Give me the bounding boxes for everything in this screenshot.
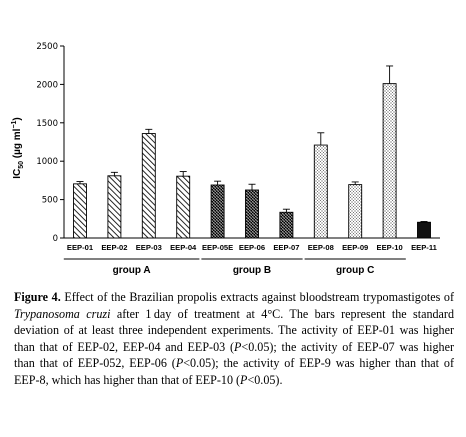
caption-p-1: P <box>234 339 242 354</box>
bars <box>73 65 431 239</box>
x-tick-label: EEP-03 <box>136 243 162 252</box>
bar <box>348 184 363 239</box>
bar <box>141 133 156 239</box>
x-tick-label: EEP-02 <box>101 243 127 252</box>
x-tick-label: EEP-08 <box>308 243 334 252</box>
caption-p-3: P <box>240 372 248 387</box>
bar <box>245 189 259 239</box>
x-tick-label: EEP-01 <box>67 243 94 252</box>
figure-caption: Figure 4. Effect of the Brazilian propol… <box>14 289 454 389</box>
bar-chart-svg: IC50 (µg ml−1) 0 500 1000 1500 2000 2500 EEP-… <box>11 42 440 276</box>
caption-text-4: <0.05); the activity of EEP-9 was higher… <box>14 356 454 387</box>
x-tick-label: EEP-09 <box>342 243 368 252</box>
group-label: group A <box>113 265 151 276</box>
y-tick-label: 2500 <box>36 42 58 52</box>
y-tick-label: 1500 <box>36 119 58 129</box>
caption-text-1: Effect of the Brazilian propolis extract… <box>60 290 455 304</box>
x-tick-label: EEP-11 <box>411 243 438 252</box>
x-tick-label: EEP-05E <box>202 243 233 252</box>
y-tick-label: 1000 <box>36 157 58 167</box>
x-tick-label: EEP-04 <box>170 243 197 252</box>
bar <box>176 175 191 239</box>
caption-species: Trypanosoma cruzi <box>14 306 111 321</box>
y-tick-label: 2000 <box>36 80 58 90</box>
bar <box>382 83 397 239</box>
y-axis-title: IC50 (µg ml−1) <box>11 117 25 179</box>
bar <box>210 184 225 239</box>
figure-label: Figure 4. <box>14 290 61 304</box>
bar <box>107 175 122 239</box>
x-tick-labels: EEP-01 EEP-02 EEP-03 EEP-04 EEP-05E EEP-06 EEP… <box>67 243 438 252</box>
svg-text:IC50 (µg ml−1): IC50 (µg ml−1) <box>11 117 25 179</box>
axes: 0 500 1000 1500 2000 2500 <box>36 42 440 244</box>
group-brackets: group A group B group C <box>63 258 406 276</box>
y-tick-label: 0 <box>53 234 58 244</box>
caption-text-2: after 1 day of treatment at 4°C. The bar… <box>14 306 454 354</box>
x-tick-label: EEP-06 <box>239 243 265 252</box>
group-label: group C <box>336 265 374 276</box>
caption-text-5: <0.05). <box>247 372 283 387</box>
x-tick-label: EEP-07 <box>273 243 299 252</box>
bar <box>313 144 328 239</box>
bar <box>417 221 431 239</box>
y-tick-label: 500 <box>42 196 58 206</box>
bar <box>73 183 87 239</box>
caption-text-3: <0.05); the activity of EEP-07 was highe… <box>14 339 454 371</box>
chart: IC50 (µg ml−1) 0 500 1000 1500 2000 2500 EEP-… <box>11 42 440 276</box>
caption-p-2: P <box>175 356 184 371</box>
bar <box>279 211 294 239</box>
group-label: group B <box>233 265 271 276</box>
x-tick-label: EEP-10 <box>377 243 403 252</box>
